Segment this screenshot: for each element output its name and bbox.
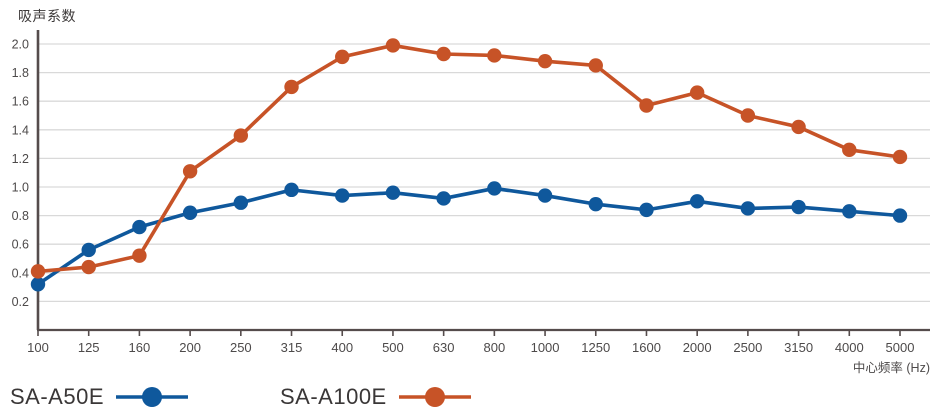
data-point-SA-A50E-2000 [689, 194, 705, 209]
data-point-SA-A100E-100 [30, 264, 46, 279]
legend-line-dot-icon [116, 387, 188, 407]
data-point-SA-A100E-5000 [892, 149, 908, 165]
series-line-SA-A50E [36, 186, 902, 287]
x-tick-label: 315 [281, 340, 303, 355]
x-tick-label: 800 [484, 340, 506, 355]
data-point-SA-A50E-5000 [892, 208, 908, 223]
data-point-SA-A100E-1000 [537, 53, 553, 69]
series-line-SA-A100E [36, 43, 902, 274]
data-point-SA-A100E-630 [436, 46, 451, 62]
data-point-SA-A50E-630 [436, 191, 451, 206]
data-point-SA-A100E-400 [335, 49, 350, 65]
x-tick-label: 1600 [632, 340, 661, 355]
legend-line-dot-icon [398, 387, 471, 407]
x-tick-label: 500 [382, 340, 404, 355]
x-tick-label: 160 [129, 340, 151, 355]
y-tick-label: 2.0 [12, 38, 29, 52]
data-point-SA-A100E-160 [132, 248, 147, 263]
data-point-SA-A50E-400 [335, 188, 350, 203]
data-point-SA-A50E-160 [132, 219, 147, 235]
x-tick-label: 250 [230, 340, 252, 355]
x-tick-label: 2500 [733, 340, 762, 355]
x-axis-title: 中心频率 (Hz) [853, 360, 930, 375]
data-point-SA-A50E-250 [233, 195, 249, 210]
data-point-SA-A100E-1250 [588, 58, 603, 73]
x-tick-label: 2000 [683, 340, 712, 355]
x-tick-label: 400 [331, 340, 353, 355]
y-tick-label: 1.0 [12, 181, 29, 195]
y-tick-label: 1.8 [12, 66, 29, 80]
absorption-coefficient-chart: 0.2 0.4 0.6 0.8 1.0 1.2 1.4 1.6 1.8 2.0 100 125 160 2… [12, 30, 930, 375]
y-tick-label: 0.4 [12, 266, 29, 280]
x-tick-label: 630 [433, 340, 455, 355]
x-tick-label: 1000 [531, 340, 560, 355]
data-point-SA-A50E-1250 [588, 196, 603, 212]
data-point-SA-A100E-3150 [791, 119, 806, 135]
x-tick-label: 100 [27, 340, 49, 355]
legend-label: SA-A50E [10, 384, 104, 409]
data-point-SA-A50E-4000 [842, 204, 857, 219]
data-point-SA-A100E-2000 [689, 85, 705, 100]
legend-item-SA-A100E: SA-A100E [280, 384, 471, 410]
y-tick-label: 0.8 [12, 209, 29, 223]
data-point-SA-A50E-100 [30, 277, 46, 292]
x-tick-label: 4000 [835, 340, 864, 355]
y-tick-label: 0.6 [12, 238, 29, 252]
data-point-SA-A50E-315 [284, 182, 299, 198]
data-point-SA-A50E-2500 [740, 201, 756, 216]
data-point-SA-A100E-1600 [639, 98, 654, 113]
data-point-SA-A100E-200 [182, 164, 198, 179]
x-tick-label: 1250 [581, 340, 610, 355]
y-tick-label: 0.2 [12, 295, 29, 309]
y-tick-label: 1.6 [12, 95, 29, 109]
data-point-SA-A100E-250 [233, 128, 249, 143]
data-point-SA-A50E-3150 [791, 199, 806, 215]
chart-legend: SA-A50E SA-A100E [10, 380, 471, 414]
y-tick-label: 1.4 [12, 123, 29, 137]
data-point-SA-A100E-800 [487, 48, 502, 63]
data-point-SA-A50E-1600 [639, 202, 654, 218]
x-tick-label: 3150 [784, 340, 813, 355]
data-point-SA-A50E-1000 [537, 188, 553, 203]
data-point-SA-A100E-2500 [740, 108, 756, 123]
data-point-SA-A100E-500 [385, 38, 401, 53]
x-tick-label: 125 [78, 340, 100, 355]
data-point-SA-A50E-500 [385, 185, 401, 200]
data-point-SA-A50E-800 [487, 181, 502, 196]
data-point-SA-A100E-315 [284, 79, 299, 95]
x-tick-label: 5000 [886, 340, 915, 355]
y-axis-title: 吸声系数 [18, 8, 76, 24]
legend-label: SA-A100E [280, 384, 387, 409]
data-point-SA-A100E-125 [81, 259, 96, 275]
legend-item-SA-A50E: SA-A50E [10, 384, 188, 410]
y-tick-label: 1.2 [12, 152, 29, 166]
data-point-SA-A50E-125 [81, 242, 96, 258]
data-point-SA-A50E-200 [182, 205, 198, 220]
x-tick-label: 200 [179, 340, 201, 355]
data-point-SA-A100E-4000 [842, 142, 857, 158]
